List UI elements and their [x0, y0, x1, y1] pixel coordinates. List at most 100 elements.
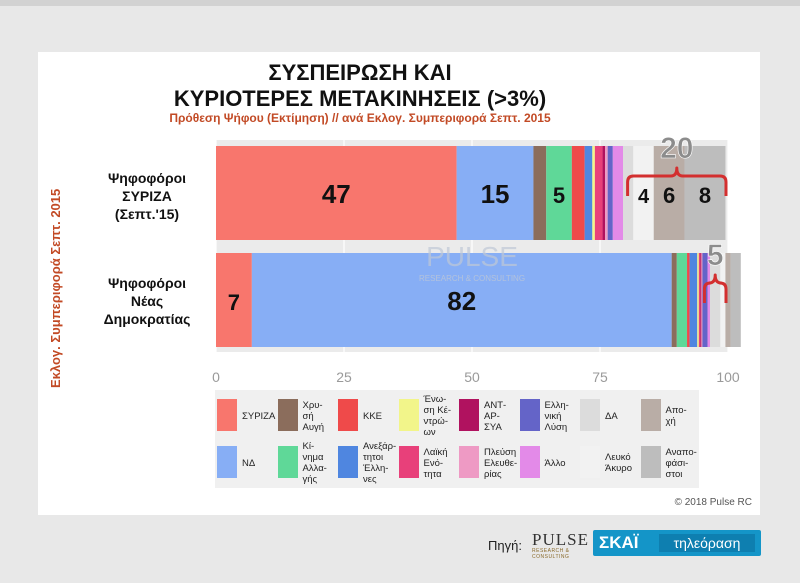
legend-label: Λευκό Άκυρο	[605, 452, 632, 474]
bar-segment	[533, 146, 547, 240]
legend-swatch	[277, 446, 298, 478]
bar-segment	[730, 253, 741, 347]
legend-item: Πλεύση Ελευθε-ρίας	[457, 440, 517, 486]
bar-segment	[602, 146, 606, 240]
legend-label: Πλεύση Ελευθε-ρίας	[484, 446, 518, 480]
category-label-syriza-voters: Ψηφοφόροι ΣΥΡΙΖΑ (Σεπτ.'15)	[82, 169, 212, 223]
legend-swatch	[580, 446, 600, 478]
bar-segment	[594, 146, 603, 240]
bar-value-label: 47	[322, 179, 351, 209]
bar-segment	[725, 253, 731, 347]
bar-segment	[216, 253, 252, 347]
legend-label: Αναπο-φάσι-στοι	[665, 446, 697, 480]
legend-swatch	[217, 399, 237, 431]
bar-segment	[592, 146, 595, 240]
pulse-logo-word: PULSE	[532, 530, 589, 549]
legend-item: Ένω-ση Κέ-ντρώ-ων	[397, 393, 457, 439]
legend-swatch	[640, 399, 661, 431]
bar-segment	[456, 146, 534, 240]
legend: ΣΥΡΙΖΑ ΝΔ Χρυ-σή Αυγή Κί-νημα Αλλα-γής ΚΚΕ Ανεξ…	[215, 390, 699, 488]
legend-item: Χρυ-σή Αυγή	[276, 393, 336, 439]
legend-item: ΝΔ	[215, 440, 275, 486]
bar-segment	[697, 253, 699, 347]
legend-item: ΚΚΕ	[336, 393, 396, 439]
legend-label: Ελλη-νική Λύση	[544, 399, 569, 433]
x-tick-label: 100	[716, 369, 740, 385]
bar-segment	[605, 146, 608, 240]
legend-item: Λαϊκή Ενό-τητα	[397, 440, 457, 486]
bar-segment	[707, 253, 711, 347]
pulse-logo-sub: RESEARCH & CONSULTING	[532, 548, 570, 560]
bar-segment	[689, 253, 698, 347]
bar-segment	[676, 253, 688, 347]
bar-value-label: 8	[699, 183, 711, 208]
bar-segment	[633, 146, 654, 240]
bar-value-label: 82	[447, 286, 476, 316]
category-label-line: Δημοκρατίας	[103, 311, 191, 327]
legend-item: Άλλο	[518, 440, 578, 486]
legend-label: Χρυ-σή Αυγή	[302, 399, 325, 433]
watermark-pulse: PULSE	[426, 241, 518, 272]
legend-label: Κί-νημα Αλλα-γής	[302, 441, 327, 485]
bar-value-label: 5	[553, 183, 565, 208]
skai-brand: ΣΚΑΪ	[599, 533, 639, 552]
legend-label: ΣΥΡΙΖΑ	[242, 410, 276, 422]
legend-label: ΚΚΕ	[363, 410, 383, 422]
x-tick-label: 0	[212, 369, 220, 385]
bar-segment	[251, 253, 672, 347]
copyright-text: © 2018 Pulse RC	[674, 497, 752, 508]
x-tick-label: 25	[336, 369, 352, 385]
x-tick-label: 75	[592, 369, 608, 385]
bar-segment	[710, 253, 721, 347]
bar-segment	[684, 146, 726, 240]
chart-subtitle: Πρόθεση Ψήφου (Εκτίμηση) // ανά Εκλογ. Σ…	[169, 111, 551, 125]
category-label-line: Ψηφοφόροι	[107, 170, 187, 186]
bar-segment	[720, 253, 726, 347]
bar-segment	[700, 253, 702, 347]
legend-swatch	[640, 446, 661, 478]
bar-segment	[546, 146, 572, 240]
chart-title-line-2: ΚΥΡΙΟΤΕΡΕΣ ΜΕΤΑΚΙΝΗΣΕΙΣ (>3%)	[173, 86, 547, 111]
legend-swatch	[398, 446, 419, 478]
legend-item: Λευκό Άκυρο	[578, 440, 638, 486]
legend-item: Κί-νημα Αλλα-γής	[276, 440, 336, 486]
legend-label: ΔΑ	[605, 410, 618, 422]
legend-swatch	[338, 446, 358, 478]
bar-value-label: 6	[663, 183, 675, 208]
legend-item: ΣΥΡΙΖΑ	[215, 393, 275, 439]
bar-segment	[612, 146, 624, 240]
legend-label: Ένω-ση Κέ-ντρώ-ων	[423, 394, 452, 438]
legend-label: Απο-χή	[665, 405, 687, 427]
bar-segment	[216, 146, 457, 240]
bar-segment	[607, 146, 613, 240]
annotation-total: 5	[707, 239, 724, 272]
annotation-total: 20	[660, 132, 693, 165]
source-label: Πηγή:	[488, 538, 522, 553]
category-label-line: ΣΥΡΙΖΑ	[122, 188, 172, 204]
chart-title-line-1: ΣΥΣΠΕΙΡΩΣΗ ΚΑΙ	[268, 60, 452, 85]
x-tick-label: 50	[464, 369, 480, 385]
legend-swatch	[519, 446, 540, 478]
legend-swatch	[338, 399, 358, 431]
legend-swatch	[277, 399, 298, 431]
legend-label: Ανεξάρ-τητοι Έλλη-νες	[363, 441, 397, 485]
pulse-logo: PULSE RESEARCH & CONSULTING	[532, 527, 590, 560]
legend-label: Λαϊκή Ενό-τητα	[423, 446, 448, 480]
legend-label: ΑΝΤ- ΑΡ- ΣΥΑ	[484, 399, 507, 433]
legend-swatch	[217, 446, 237, 478]
legend-item: Αναπο-φάσι-στοι	[639, 440, 699, 486]
category-label-nd-voters: Ψηφοφόροι Νέας Δημοκρατίας	[82, 274, 212, 328]
bracket-annotation	[702, 273, 728, 303]
legend-swatch	[459, 399, 479, 431]
legend-item: ΔΑ	[578, 393, 638, 439]
watermark-sub: RESEARCH & CONSULTING	[419, 274, 525, 283]
bar-value-label: 15	[481, 179, 510, 209]
bar-segment	[701, 253, 703, 347]
legend-item: ΑΝΤ- ΑΡ- ΣΥΑ	[457, 393, 517, 439]
skai-logo: ΣΚΑΪ τηλεόραση	[593, 530, 761, 556]
legend-swatch	[519, 399, 540, 431]
bar-segment	[571, 146, 585, 240]
legend-swatch	[580, 399, 600, 431]
bar-segment	[671, 253, 677, 347]
